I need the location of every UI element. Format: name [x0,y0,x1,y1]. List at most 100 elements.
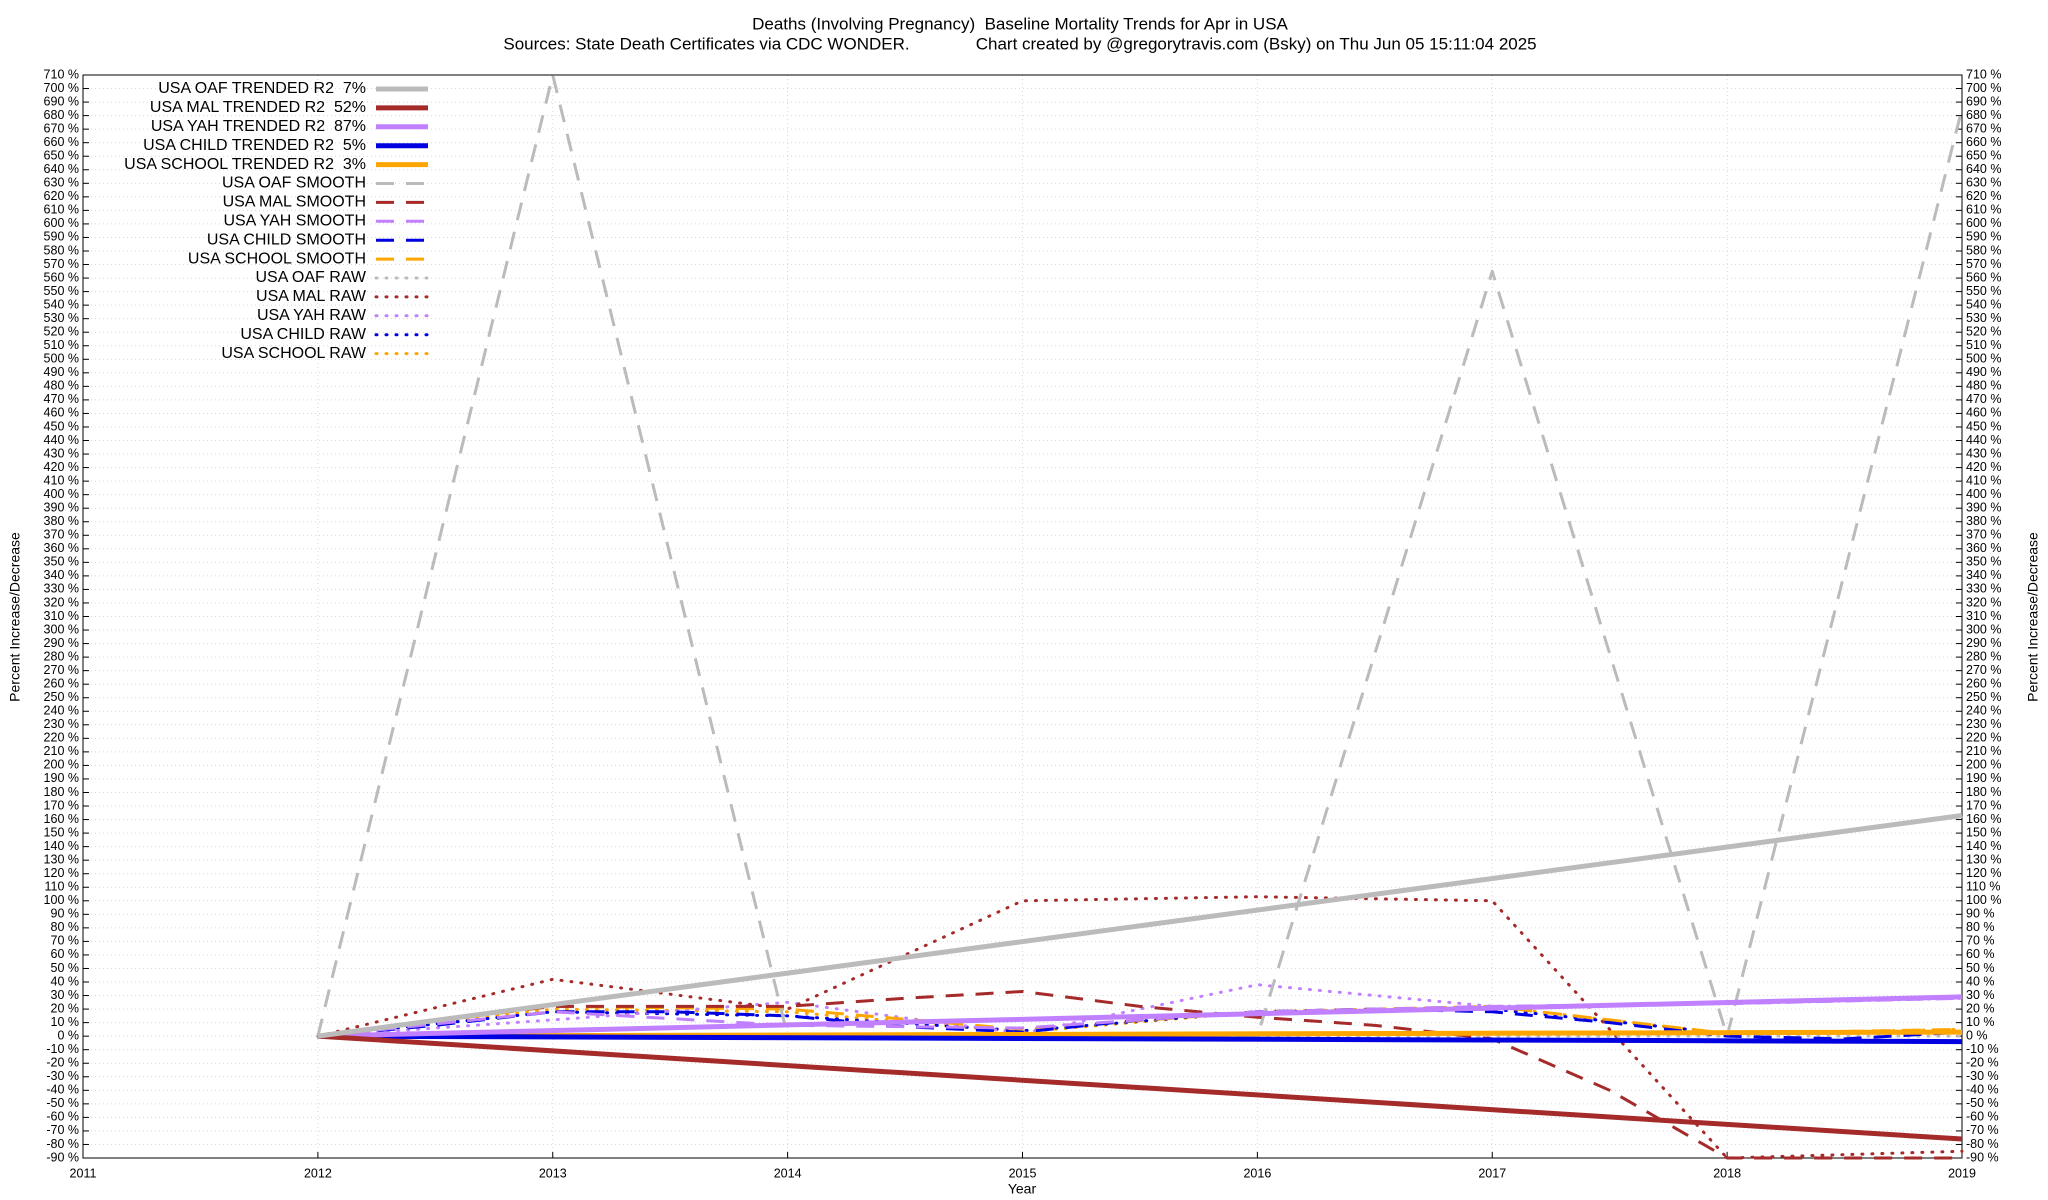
y-tick-label: 470 % [44,392,79,406]
y-tick-label: 190 % [44,771,79,785]
y2-tick-label: 630 % [1966,176,2001,190]
chart-title: Deaths (Involving Pregnancy) Baseline Mo… [752,14,1288,33]
y2-tick-label: -90 % [1966,1150,1999,1164]
y-tick-label: 410 % [44,473,79,487]
y2-tick-label: 610 % [1966,203,2001,217]
y-tick-label: 70 % [51,934,80,948]
y2-tick-label: 470 % [1966,392,2001,406]
y2-tick-label: 500 % [1966,352,2001,366]
y2-tick-label: 0 % [1966,1028,1988,1042]
y-tick-label: 700 % [44,81,79,95]
y-tick-label: 220 % [44,731,79,745]
y-tick-label: 20 % [51,1001,80,1015]
series-line [316,73,1964,1038]
y-tick-label: 350 % [44,555,79,569]
legend-label: USA OAF TRENDED R2 7% [158,80,366,97]
y2-tick-label: 320 % [1966,595,2001,609]
y2-tick-label: 420 % [1966,460,2001,474]
y2-tick-label: 440 % [1966,433,2001,447]
y-tick-label: 540 % [44,297,79,311]
y2-tick-label: 530 % [1966,311,2001,325]
legend-label: USA YAH SMOOTH [223,213,366,230]
y-tick-label: 120 % [44,866,79,880]
series-line [317,996,1963,1038]
y2-tick-label: 490 % [1966,365,2001,379]
y2-tick-label: 460 % [1966,406,2001,420]
y2-tick-label: -50 % [1966,1096,1999,1110]
y-tick-label: 180 % [44,785,79,799]
y2-tick-label: 60 % [1966,947,1995,961]
y2-tick-label: -20 % [1966,1056,1999,1070]
x-tick-label: 2015 [1009,1166,1037,1180]
y-tick-label: 210 % [44,744,79,758]
y-tick-label: 110 % [44,880,79,894]
y-tick-label: 640 % [44,162,79,176]
y-tick-label: 30 % [51,988,80,1002]
y-tick-label: 660 % [44,135,79,149]
y-tick-label: 620 % [44,189,79,203]
y2-tick-label: 560 % [1966,270,2001,284]
y-tick-label: 250 % [44,690,79,704]
legend-label: USA SCHOOL RAW [221,345,367,362]
x-tick-label: 2013 [539,1166,567,1180]
y2-tick-label: 430 % [1966,446,2001,460]
y2-tick-label: 120 % [1966,866,2001,880]
plot-frame [82,74,1963,1159]
y-tick-label: 490 % [44,365,79,379]
y-tick-label: 160 % [44,812,79,826]
y-tick-label: 10 % [51,1015,80,1029]
y2-tick-label: 340 % [1966,568,2001,582]
y2-tick-label: 220 % [1966,731,2001,745]
y2-tick-label: 480 % [1966,379,2001,393]
y-tick-label: 240 % [44,704,79,718]
y2-tick-label: 10 % [1966,1015,1995,1029]
y2-tick-label: -30 % [1966,1069,1999,1083]
x-tick-label: 2019 [1948,1166,1976,1180]
y-tick-label: 440 % [44,433,79,447]
y2-tick-label: 600 % [1966,216,2001,230]
y2-tick-label: 20 % [1966,1001,1995,1015]
y2-tick-label: 290 % [1966,636,2001,650]
chart-subtitle: Sources: State Death Certificates via CD… [503,34,1536,53]
y-tick-label: 340 % [44,568,79,582]
y2-tick-label: 240 % [1966,704,2001,718]
y2-tick-label: 30 % [1966,988,1995,1002]
legend-label: USA CHILD SMOOTH [207,231,366,248]
y-tick-label: -10 % [46,1042,79,1056]
legend-label: USA SCHOOL TRENDED R2 3% [124,156,366,173]
y-tick-label: 300 % [44,622,79,636]
y-tick-label: 710 % [44,67,79,81]
y-tick-label: -30 % [46,1069,79,1083]
y2-tick-label: 700 % [1966,81,2001,95]
y-tick-label: 400 % [44,487,79,501]
legend-label: USA OAF SMOOTH [222,175,366,192]
series-line [317,1033,1963,1045]
y-tick-label: 170 % [44,798,79,812]
y2-tick-label: 580 % [1966,243,2001,257]
y-tick-label: 360 % [44,541,79,555]
y2-tick-label: 350 % [1966,555,2001,569]
y2-tick-label: 130 % [1966,852,2001,866]
y-tick-label: -40 % [46,1083,79,1097]
y-tick-label: 520 % [44,325,79,339]
y-tick-label: 290 % [44,636,79,650]
y2-tick-label: 650 % [1966,149,2001,163]
y2-tick-label: 690 % [1966,94,2001,108]
y-axis-label: Percent Increase/Decrease [7,532,23,702]
y2-tick-label: 710 % [1966,67,2001,81]
y2-tick-label: 410 % [1966,473,2001,487]
y-tick-label: 450 % [44,419,79,433]
y2-tick-label: 400 % [1966,487,2001,501]
y2-tick-label: -40 % [1966,1083,1999,1097]
y-tick-label: 460 % [44,406,79,420]
y2-tick-label: 80 % [1966,920,1995,934]
y2-tick-label: 520 % [1966,325,2001,339]
y2-tick-label: 70 % [1966,934,1995,948]
y-tick-label: -50 % [46,1096,79,1110]
y2-tick-label: 50 % [1966,961,1995,975]
x-tick-label: 2016 [1243,1166,1271,1180]
y2-tick-label: 590 % [1966,230,2001,244]
y-tick-label: 570 % [44,257,79,271]
y2-tick-label: 200 % [1966,758,2001,772]
